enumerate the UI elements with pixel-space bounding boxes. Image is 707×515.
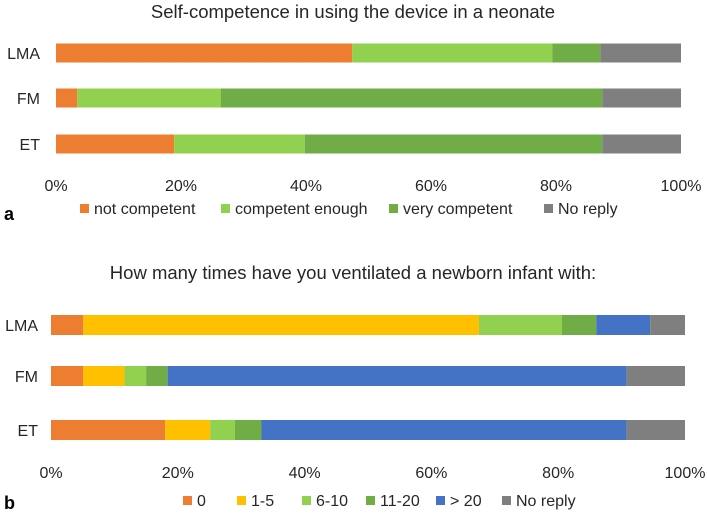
legend-label: No reply [558, 201, 618, 218]
panel-letter: a [4, 204, 15, 224]
bar-segment [51, 366, 84, 386]
chart-title: How many times have you ventilated a new… [110, 262, 596, 283]
x-tick-label: 60% [415, 465, 447, 482]
category-label: LMA [5, 318, 38, 335]
bar-segment [552, 43, 601, 63]
bar-segment [261, 420, 627, 440]
bar-segment [210, 420, 235, 440]
legend: 0 1-5 6-10 11-20 > 20 No reply [183, 493, 576, 510]
bar-segment [56, 43, 353, 63]
legend-swatch [389, 204, 398, 213]
bar-segment [602, 88, 681, 108]
x-tick-label: 100% [661, 178, 702, 195]
bar-segment [83, 315, 479, 335]
x-tick-label: 20% [165, 178, 197, 195]
category-label: LMA [7, 46, 40, 63]
bar-segment [146, 366, 168, 386]
category-label: FM [17, 91, 40, 108]
bar-segment [77, 88, 221, 108]
chart-title: Self-competence in using the device in a… [151, 1, 555, 22]
legend-label: No reply [516, 493, 576, 510]
panel-letter: b [4, 493, 15, 513]
bar-segment [51, 315, 84, 335]
x-tick-label: 40% [289, 465, 321, 482]
bar-segment [600, 43, 681, 63]
legend-swatch [237, 496, 246, 505]
bar-segment [167, 366, 627, 386]
bar-segment [51, 420, 166, 440]
x-tick-label: 100% [665, 465, 706, 482]
legend-label: competent enough [235, 201, 368, 218]
bar-segment [234, 420, 262, 440]
legend: not competent competent enough very compet… [80, 201, 618, 218]
legend-label: 6-10 [316, 493, 348, 510]
x-tick-label: 20% [162, 465, 194, 482]
bar-segment [56, 134, 175, 154]
bar-segment [562, 315, 597, 335]
x-tick-label: 40% [290, 178, 322, 195]
x-tick-label: 80% [542, 465, 574, 482]
bar-segment [602, 134, 681, 154]
legend-label: not competent [94, 201, 196, 218]
x-tick-label: 60% [415, 178, 447, 195]
x-tick-label: 0% [39, 465, 62, 482]
panel-b: How many times have you ventilated a new… [4, 262, 705, 513]
legend-label: 11-20 [380, 493, 420, 510]
legend-swatch [221, 204, 230, 213]
bar-segment [650, 315, 685, 335]
x-tick-label: 80% [540, 178, 572, 195]
legend-swatch [302, 496, 311, 505]
legend-swatch [436, 496, 445, 505]
category-label: ET [18, 423, 39, 440]
bar-segment [221, 88, 603, 108]
legend-swatch [183, 496, 192, 505]
legend-label: 1-5 [251, 493, 274, 510]
bar-segment [626, 420, 685, 440]
legend-swatch [544, 204, 553, 213]
x-tick-label: 0% [44, 178, 67, 195]
bar-segment [304, 134, 603, 154]
legend-label: very competent [403, 201, 513, 218]
bar-segment [626, 366, 685, 386]
bar-segment [124, 366, 147, 386]
panel-a: Self-competence in using the device in a… [4, 1, 701, 224]
bar-segment [352, 43, 553, 63]
bar-segment [83, 366, 125, 386]
category-label: FM [15, 369, 38, 386]
legend-swatch [366, 496, 375, 505]
bar-segment [478, 315, 563, 335]
legend-swatch [502, 496, 511, 505]
bar-segment [596, 315, 651, 335]
bar-segment [174, 134, 305, 154]
legend-swatch [80, 204, 89, 213]
bar-segment [165, 420, 211, 440]
legend-label: > 20 [450, 493, 482, 510]
category-label: ET [20, 137, 41, 154]
bar-segment [56, 88, 78, 108]
legend-label: 0 [197, 493, 206, 510]
